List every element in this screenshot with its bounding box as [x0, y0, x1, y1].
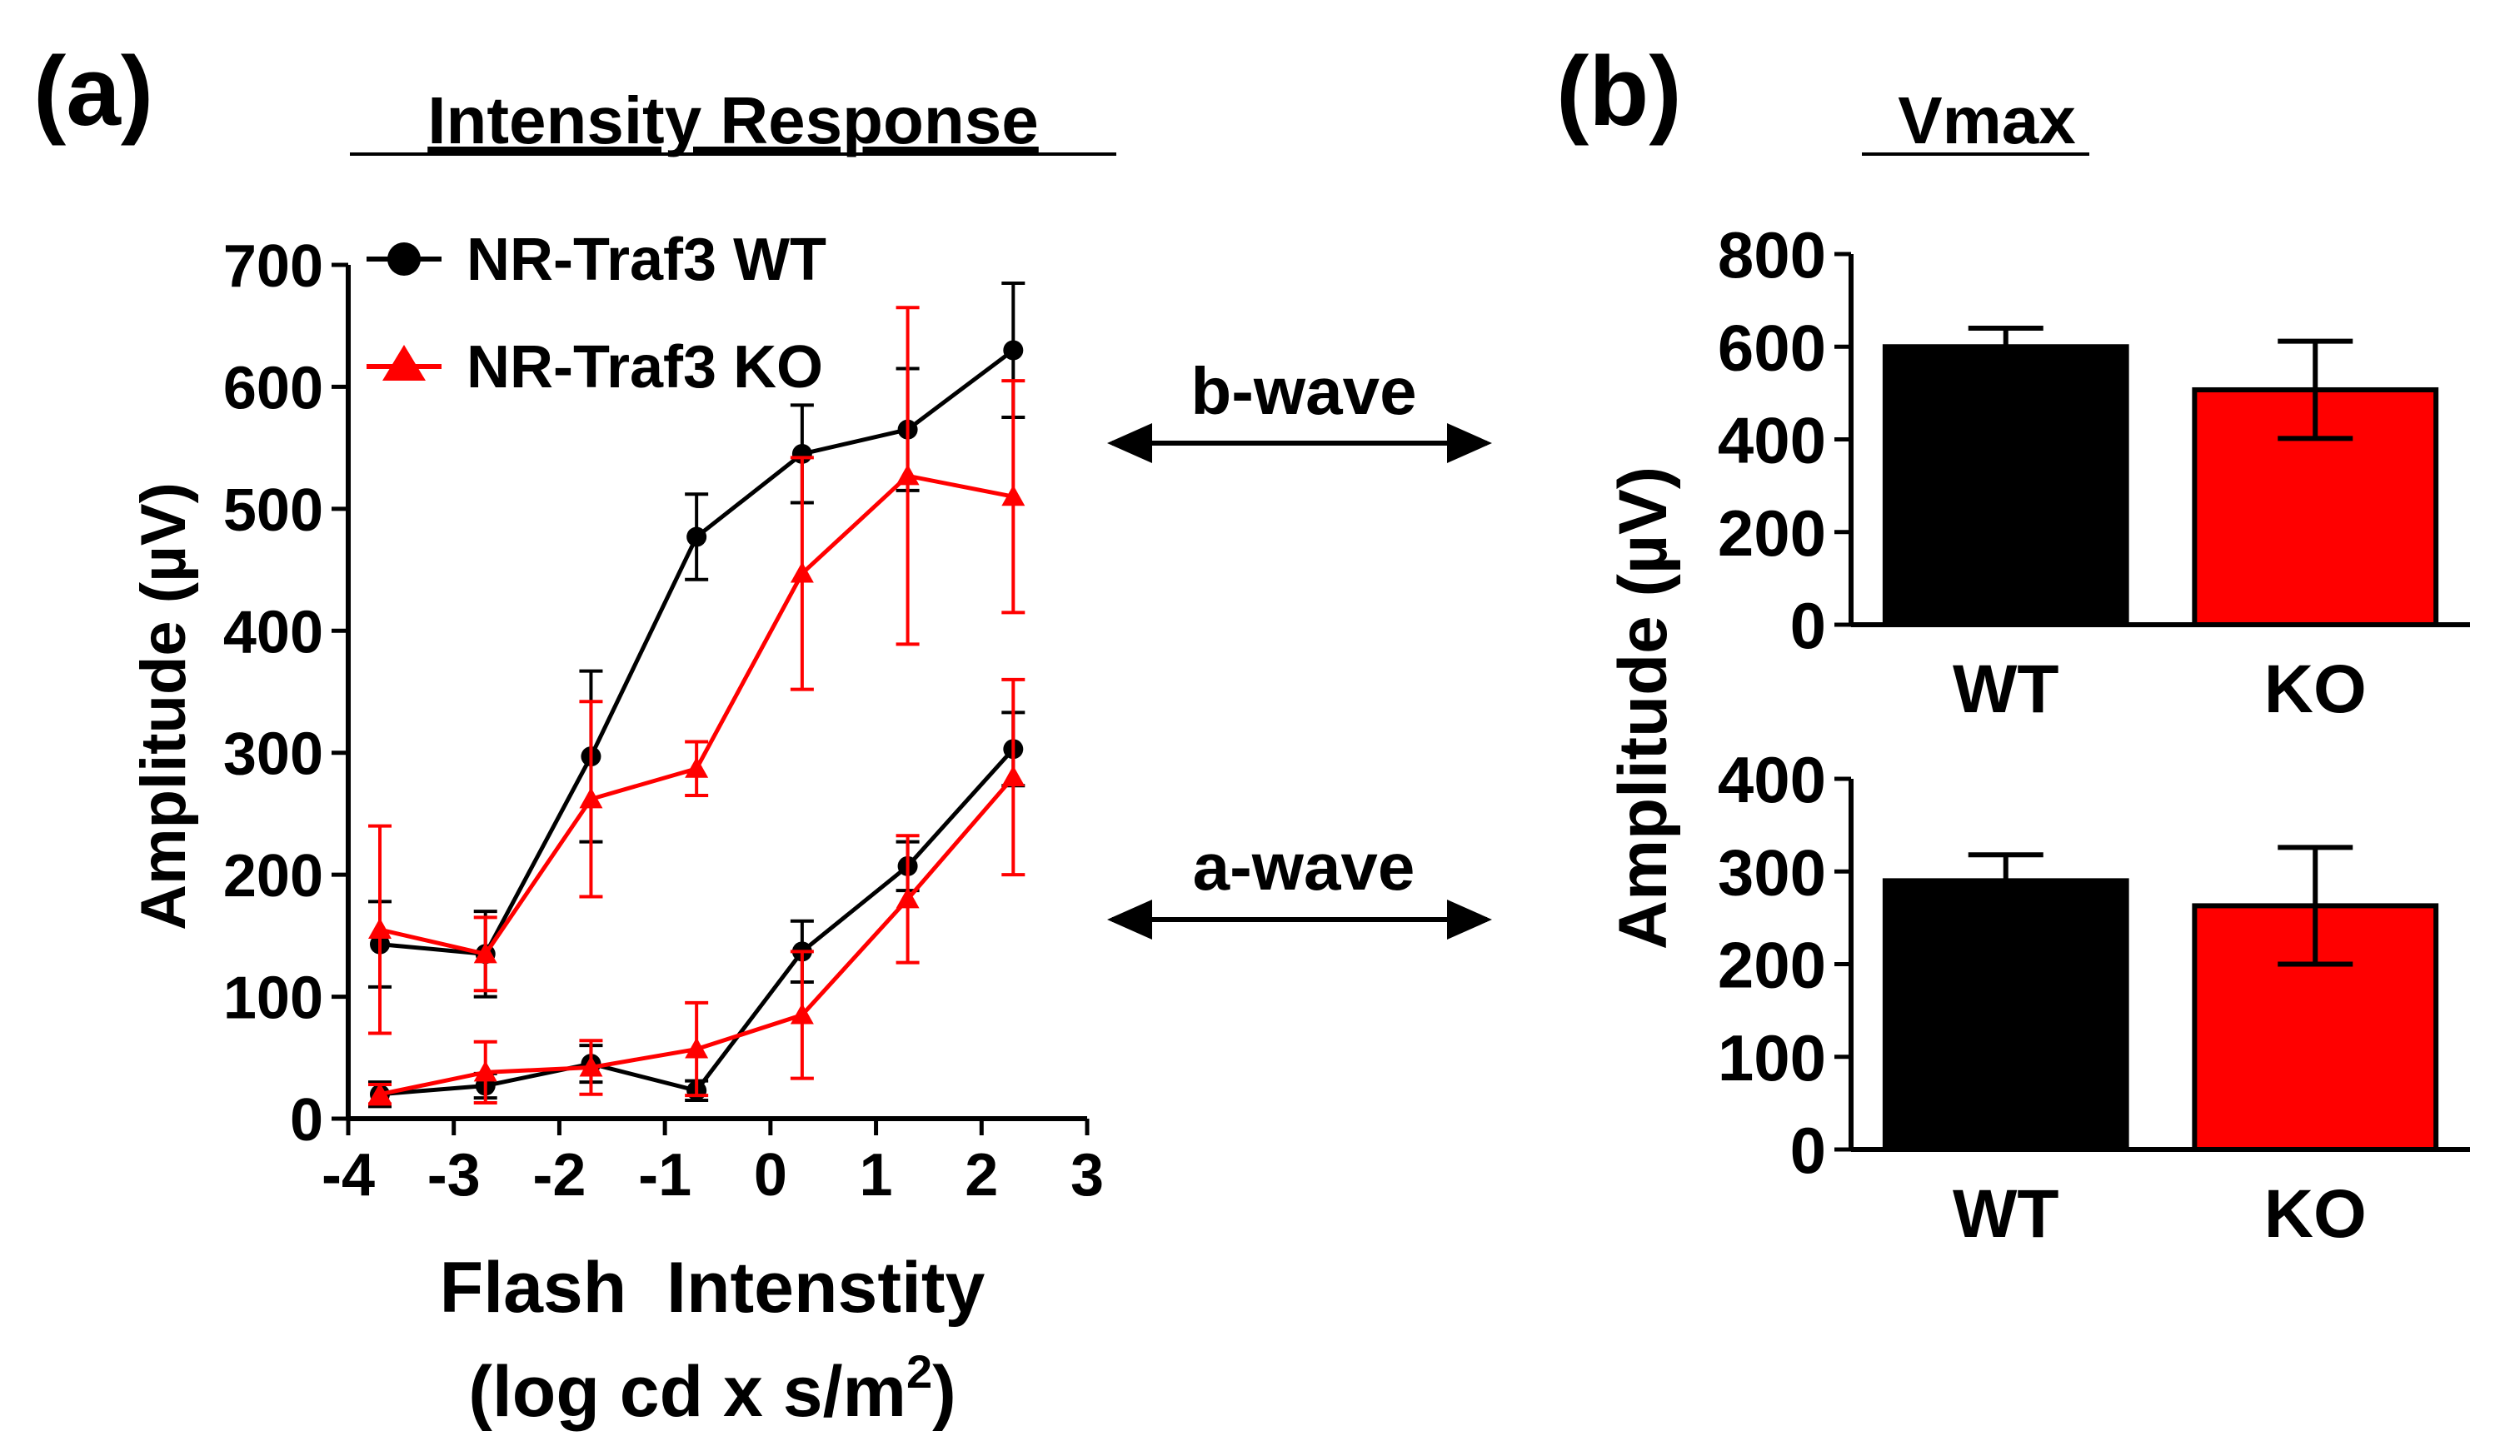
data-point-ko: [685, 1037, 709, 1059]
legend-wt-label: NR-Traf3 WT: [467, 227, 826, 293]
bar-category-label: KO: [2264, 651, 2367, 727]
bar-y-tick-label: 0: [1790, 1114, 1826, 1187]
x-unit-sup: 2: [906, 1345, 932, 1398]
intensity-y-axis-label: Amplitude (µV): [128, 482, 199, 930]
bar-category-label: KO: [2264, 1176, 2367, 1252]
data-point-wt: [686, 526, 707, 547]
y-tick-label: 700: [223, 233, 323, 300]
bar-wt: [1882, 878, 2129, 1152]
y-tick-label: 100: [223, 965, 323, 1032]
x-tick-label: -1: [638, 1142, 691, 1209]
y-tick-label: 300: [223, 721, 323, 788]
intensity-x-axis-unit: (log cd x s/m2): [468, 1345, 956, 1432]
data-point-ko: [790, 1003, 814, 1025]
y-tick-label: 500: [223, 477, 323, 544]
bar-y-tick-label: 100: [1718, 1021, 1826, 1094]
bar-y-tick-label: 600: [1718, 311, 1826, 384]
bar-y-tick-label: 800: [1718, 218, 1826, 292]
y-tick-label: 400: [223, 599, 323, 666]
bar-y-tick-label: 200: [1718, 496, 1826, 570]
intensity-chart-title: Intensity Response: [427, 83, 1039, 157]
y-tick-label: 0: [290, 1087, 323, 1154]
data-point-ko: [896, 464, 920, 486]
bar-wt: [1882, 344, 2129, 627]
legend-ko-marker: [382, 345, 426, 381]
b-wave-label: b-wave: [1190, 354, 1416, 428]
x-tick-label: -2: [532, 1142, 586, 1209]
series-line: [379, 348, 1015, 956]
y-tick-label: 200: [223, 843, 323, 910]
data-point-ko: [473, 1060, 497, 1082]
vmax-chart-title: Vmax: [1898, 83, 2075, 157]
intensity-plot-area: 0 100 200 300 400 500 600 700 -4 -3 -2 -1 0 1 2 3: [223, 233, 1104, 1209]
data-point-wt: [1003, 340, 1024, 361]
bar-category-label: WT: [1953, 651, 2058, 727]
intensity-x-axis-label: Flash Intenstity: [440, 1248, 986, 1328]
bar-y-tick-label: 400: [1718, 404, 1826, 477]
panel-label-b: (b): [1556, 37, 1682, 147]
bar-category-label: WT: [1953, 1176, 2058, 1252]
data-point-ko: [790, 561, 814, 583]
x-tick-label: -4: [322, 1142, 375, 1209]
legend-ko-label: NR-Traf3 KO: [467, 334, 823, 401]
data-point-ko: [896, 887, 920, 909]
bar-y-tick-label: 0: [1790, 589, 1826, 662]
vmax-y-axis-label: Amplitude (µV): [1605, 466, 1681, 950]
vmax-a-wave-plot: 0 100 200 300 400 WT KO: [1718, 743, 2470, 1252]
bar-y-tick-label: 300: [1718, 835, 1826, 909]
data-point-ko: [579, 1055, 603, 1077]
x-tick-label: -3: [427, 1142, 481, 1209]
x-unit-end: ): [932, 1352, 956, 1432]
x-tick-label: 3: [1070, 1142, 1104, 1209]
intensity-legend: NR-Traf3 WT NR-Traf3 KO: [367, 227, 826, 401]
y-tick-label: 600: [223, 355, 323, 421]
x-tick-label: 2: [965, 1142, 998, 1209]
data-point-ko: [368, 1082, 392, 1104]
x-tick-label: 1: [860, 1142, 893, 1209]
data-point-ko: [579, 787, 603, 809]
data-point-ko: [368, 918, 392, 940]
x-unit-main: (log cd x s/m: [468, 1352, 906, 1432]
x-tick-label: 0: [754, 1142, 787, 1209]
data-point-ko: [1001, 485, 1025, 506]
data-point-ko: [473, 942, 497, 964]
panel-label-a: (a): [33, 37, 153, 147]
vmax-b-wave-plot: 0 200 400 600 800 WT KO: [1718, 218, 2470, 727]
a-wave-label: a-wave: [1193, 830, 1415, 904]
data-point-ko: [1001, 765, 1025, 786]
bar-y-tick-label: 200: [1718, 929, 1826, 1002]
data-point-ko: [685, 756, 709, 778]
legend-wt-marker: [387, 242, 421, 276]
bar-y-tick-label: 400: [1718, 743, 1826, 816]
